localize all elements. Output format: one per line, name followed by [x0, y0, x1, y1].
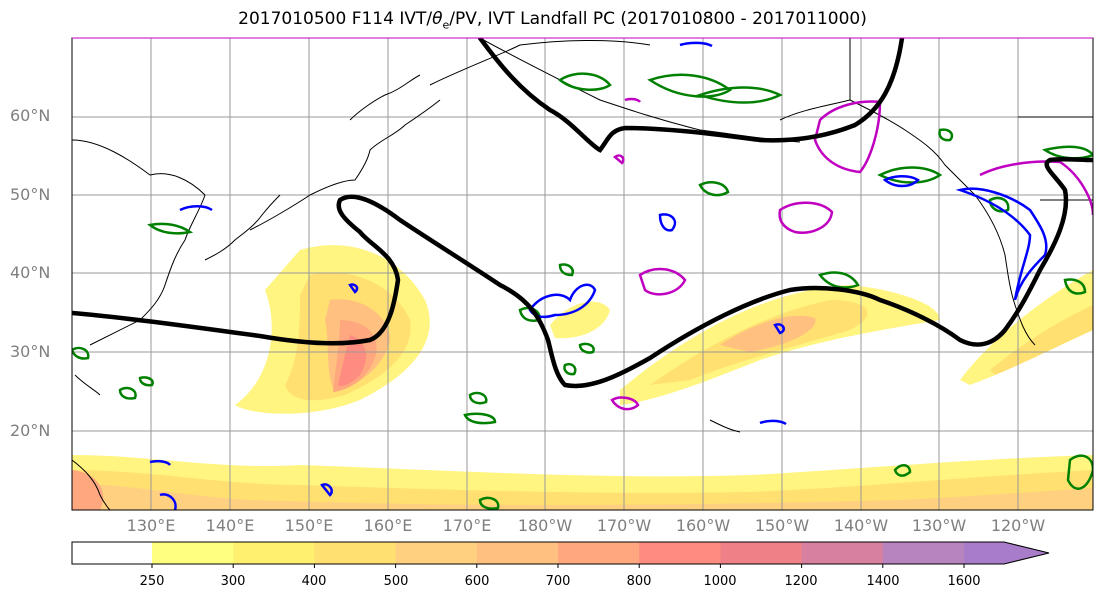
lon-label-130e: 130°E — [126, 516, 176, 535]
colorbar-segment-low — [72, 542, 152, 564]
map-frame — [71, 37, 1094, 511]
colorbar-tick: 300 — [220, 574, 246, 589]
colorbar-segment — [882, 542, 965, 564]
colorbar-tick: 1600 — [947, 574, 981, 589]
lon-label-130w: 130°W — [911, 516, 967, 535]
colorbar-segment — [233, 542, 315, 564]
magenta-contours — [610, 97, 1093, 411]
colorbar-tick: 800 — [626, 574, 652, 589]
colorbar-segment — [558, 542, 640, 564]
lon-label-180w: 180°W — [517, 516, 573, 535]
colorbar-tick: 1200 — [784, 574, 818, 589]
lon-label-120w: 120°W — [990, 516, 1046, 535]
lon-label-150w: 150°W — [754, 516, 810, 535]
lon-label-150e: 150°E — [284, 516, 334, 535]
graticule — [72, 38, 1093, 510]
colorbar-tick: 500 — [383, 574, 409, 589]
map-title: 2017010500 F114 IVT/θe/PV, IVT Landfall … — [238, 9, 867, 32]
coastlines — [72, 38, 1093, 510]
lon-label-170e: 170°E — [442, 516, 492, 535]
lon-label-160e: 160°E — [363, 516, 413, 535]
colorbar-segment-extend — [964, 542, 1049, 564]
ivt-shading — [72, 245, 1093, 510]
colorbar-tick: 600 — [464, 574, 490, 589]
blue-contours — [149, 41, 1048, 510]
theta-e-contours — [72, 72, 1093, 510]
colorbar-segment — [639, 542, 721, 564]
lat-label-20n: 20°N — [10, 421, 51, 440]
colorbar-outline — [71, 541, 1050, 565]
colorbar-segment — [314, 542, 397, 564]
colorbar-segment — [801, 542, 884, 564]
colorbar-segment — [476, 542, 559, 564]
lat-label-40n: 40°N — [10, 263, 51, 282]
colorbar-segment — [395, 542, 478, 564]
lon-label-170w: 170°W — [596, 516, 652, 535]
colorbar-tick: 1000 — [703, 574, 737, 589]
lon-label-160w: 160°W — [675, 516, 731, 535]
ivt-plume-east — [960, 270, 1093, 385]
colorbar-tick: 250 — [139, 574, 165, 589]
lat-label-50n: 50°N — [10, 185, 51, 204]
lon-label-140w: 140°W — [833, 516, 889, 535]
colorbar — [71, 541, 1050, 568]
colorbar-segment — [720, 542, 803, 564]
lat-label-30n: 30°N — [10, 342, 51, 361]
colorbar-segment — [152, 542, 234, 564]
colorbar-tick: 400 — [301, 574, 327, 589]
colorbar-tick: 700 — [545, 574, 571, 589]
colorbar-tick: 1400 — [866, 574, 900, 589]
lat-label-60n: 60°N — [10, 106, 51, 125]
pv-contours — [72, 38, 1093, 389]
lon-label-140e: 140°E — [205, 516, 255, 535]
